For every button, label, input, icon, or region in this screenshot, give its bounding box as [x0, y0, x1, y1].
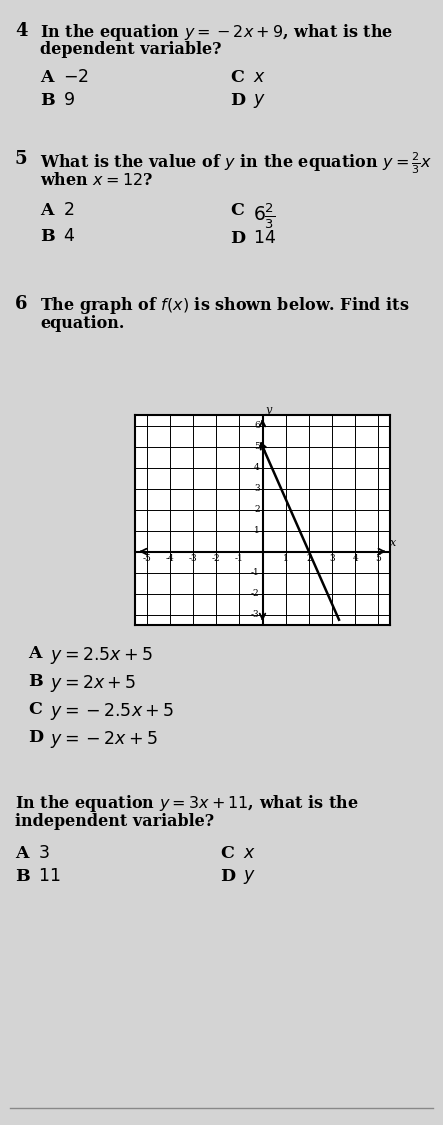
Text: y: y — [265, 405, 272, 415]
Text: 6: 6 — [15, 295, 27, 313]
Text: A: A — [40, 202, 54, 219]
Text: 4: 4 — [15, 22, 27, 40]
Text: 2: 2 — [254, 505, 260, 514]
Text: $11$: $11$ — [38, 868, 60, 885]
Text: 4: 4 — [254, 464, 260, 472]
Text: A: A — [15, 845, 28, 862]
Text: In the equation $y = 3x + 11$, what is the: In the equation $y = 3x + 11$, what is t… — [15, 793, 359, 814]
Text: $y$: $y$ — [243, 868, 256, 886]
Text: A: A — [40, 69, 54, 86]
Text: $-2$: $-2$ — [63, 69, 89, 86]
Text: $3$: $3$ — [38, 845, 50, 862]
Text: -3: -3 — [189, 554, 197, 562]
Text: C: C — [28, 701, 42, 718]
Text: D: D — [28, 729, 43, 746]
Text: D: D — [230, 229, 245, 248]
Text: $6\frac{2}{3}$: $6\frac{2}{3}$ — [253, 202, 275, 232]
Text: $y = 2.5x + 5$: $y = 2.5x + 5$ — [50, 645, 153, 666]
Text: 1: 1 — [254, 526, 260, 536]
Text: $y = -2.5x + 5$: $y = -2.5x + 5$ — [50, 701, 174, 722]
Text: 5: 5 — [376, 554, 381, 562]
Text: D: D — [230, 92, 245, 109]
Text: $x$: $x$ — [243, 845, 256, 862]
Text: 2: 2 — [306, 554, 312, 562]
Text: The graph of $f(x)$ is shown below. Find its: The graph of $f(x)$ is shown below. Find… — [40, 295, 410, 316]
Text: $y$: $y$ — [253, 92, 266, 110]
Text: 5: 5 — [254, 442, 260, 451]
Text: equation.: equation. — [40, 315, 124, 332]
Text: -2: -2 — [212, 554, 221, 562]
Text: when $x = 12$?: when $x = 12$? — [40, 172, 153, 189]
Text: 3: 3 — [254, 484, 260, 493]
Text: $y = 2x + 5$: $y = 2x + 5$ — [50, 673, 136, 694]
Text: -5: -5 — [142, 554, 151, 562]
Text: C: C — [220, 845, 234, 862]
Text: 6: 6 — [254, 421, 260, 430]
Text: $y = -2x + 5$: $y = -2x + 5$ — [50, 729, 158, 750]
Text: B: B — [28, 673, 43, 690]
Text: dependent variable?: dependent variable? — [40, 40, 222, 58]
Text: B: B — [40, 228, 55, 245]
Text: -1: -1 — [251, 568, 260, 577]
Text: -2: -2 — [251, 590, 260, 598]
Text: $4$: $4$ — [63, 228, 75, 245]
Text: B: B — [15, 868, 30, 885]
Text: B: B — [40, 92, 55, 109]
Text: x: x — [390, 539, 396, 548]
Text: What is the value of $y$ in the equation $y = \frac{2}{3}x$: What is the value of $y$ in the equation… — [40, 150, 432, 176]
Text: -4: -4 — [165, 554, 174, 562]
Text: -3: -3 — [251, 610, 260, 619]
Text: $9$: $9$ — [63, 92, 75, 109]
Text: In the equation $y = -2x + 9$, what is the: In the equation $y = -2x + 9$, what is t… — [40, 22, 393, 43]
Text: 1: 1 — [283, 554, 288, 562]
Text: 3: 3 — [329, 554, 335, 562]
Text: C: C — [230, 202, 244, 219]
Text: A: A — [28, 645, 42, 662]
Text: $x$: $x$ — [253, 69, 266, 86]
Text: 5: 5 — [15, 150, 27, 168]
Text: $14$: $14$ — [253, 229, 276, 248]
Text: D: D — [220, 868, 235, 885]
Text: 4: 4 — [352, 554, 358, 562]
Text: -1: -1 — [235, 554, 244, 562]
Text: C: C — [230, 69, 244, 86]
Text: $2$: $2$ — [63, 202, 74, 219]
Text: independent variable?: independent variable? — [15, 813, 214, 830]
